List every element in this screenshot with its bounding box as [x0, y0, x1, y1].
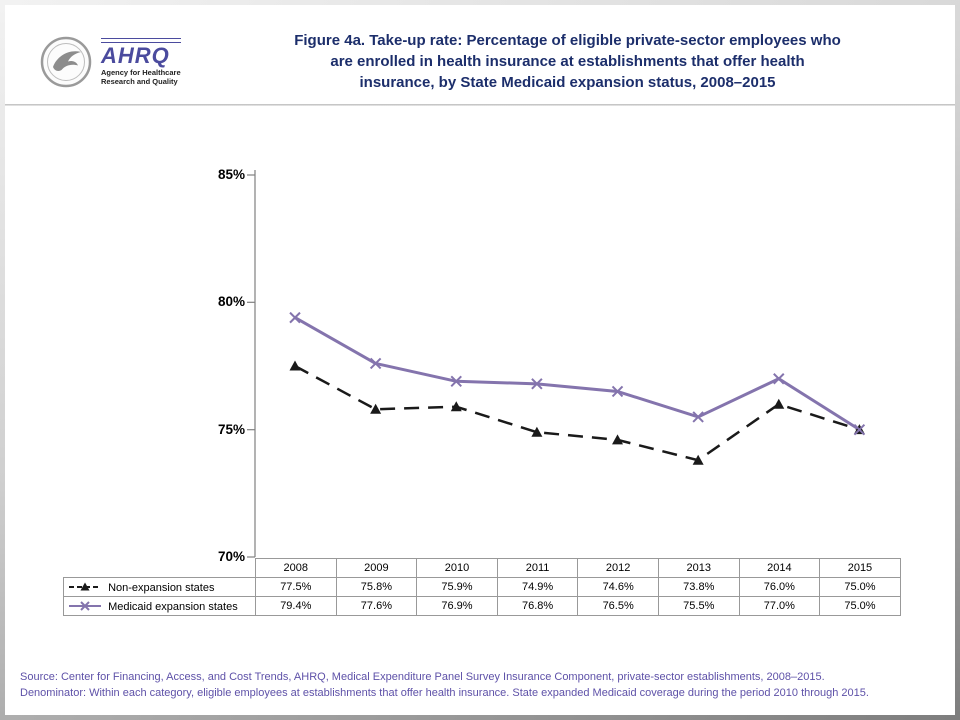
- value-cell: 77.0%: [738, 596, 821, 616]
- figure-title-line3: insurance, by State Medicaid expansion s…: [359, 74, 776, 91]
- value-cell: 76.8%: [496, 596, 579, 616]
- year-cell: 2015: [819, 558, 901, 578]
- chart-y-axis: [247, 170, 256, 558]
- source-note: Source: Center for Financing, Access, an…: [20, 670, 948, 701]
- y-axis-label-80: 80%: [217, 294, 245, 309]
- medicaid-expansion-line-sample-icon: [69, 601, 101, 611]
- value-cell: 77.6%: [335, 596, 418, 616]
- year-cell: 2013: [657, 558, 740, 578]
- ahrq-brand: AHRQ: [101, 43, 170, 68]
- figure-title-line2: are enrolled in health insurance at esta…: [330, 53, 805, 70]
- value-cell: 75.0%: [819, 596, 901, 616]
- figure-title: Figure 4a. Take-up rate: Percentage of e…: [215, 30, 920, 93]
- year-cell: 2012: [577, 558, 659, 578]
- ahrq-tagline-line2: Research and Quality: [101, 77, 178, 86]
- table-row-non-expansion: Non-expansion states 77.5% 75.8% 75.9% 7…: [63, 577, 901, 597]
- table-corner-blank: [64, 559, 256, 578]
- value-cell: 75.9%: [416, 577, 498, 597]
- ahrq-tagline-line1: Agency for Healthcare: [101, 68, 181, 77]
- hhs-seal-icon: [40, 36, 92, 88]
- y-axis-label-85: 85%: [217, 167, 245, 182]
- ahrq-logo-text: AHRQ Agency for Healthcare Research and …: [101, 38, 181, 86]
- data-table: 2008 2009 2010 2011 2012 2013 2014 2015 …: [63, 558, 901, 616]
- figure-title-line1: Figure 4a. Take-up rate: Percentage of e…: [294, 32, 841, 49]
- year-cell: 2008: [255, 558, 337, 578]
- y-axis-label-75: 75%: [217, 422, 245, 437]
- value-cell: 79.4%: [255, 596, 337, 616]
- legend-label-medicaid-expansion: Medicaid expansion states: [108, 601, 238, 613]
- year-cell: 2014: [738, 558, 821, 578]
- value-cell: 76.5%: [577, 596, 659, 616]
- value-cell: 74.9%: [496, 577, 579, 597]
- value-cell: 75.0%: [819, 577, 901, 597]
- source-line1: Source: Center for Financing, Access, an…: [20, 671, 825, 683]
- value-cell: 76.9%: [416, 596, 498, 616]
- value-cell: 75.8%: [335, 577, 418, 597]
- source-line2: Denominator: Within each category, eligi…: [20, 686, 869, 699]
- value-cell: 77.5%: [255, 577, 337, 597]
- header-divider: [0, 104, 960, 106]
- table-row-medicaid-expansion: Medicaid expansion states 79.4% 77.6% 76…: [63, 596, 901, 616]
- line-chart: [247, 170, 866, 558]
- year-cell: 2009: [335, 558, 418, 578]
- ahrq-logo: AHRQ Agency for Healthcare Research and …: [40, 36, 181, 88]
- value-cell: 75.5%: [657, 596, 740, 616]
- legend-label-non-expansion: Non-expansion states: [108, 582, 215, 594]
- year-cell: 2010: [416, 558, 498, 578]
- value-cell: 73.8%: [657, 577, 740, 597]
- non-expansion-line-sample-icon: [69, 582, 101, 591]
- year-cell: 2011: [496, 558, 579, 578]
- value-cell: 74.6%: [577, 577, 659, 597]
- table-year-row: 2008 2009 2010 2011 2012 2013 2014 2015: [64, 558, 901, 578]
- legend-non-expansion: Non-expansion states: [63, 577, 256, 597]
- value-cell: 76.0%: [738, 577, 821, 597]
- legend-medicaid-expansion: Medicaid expansion states: [63, 596, 256, 616]
